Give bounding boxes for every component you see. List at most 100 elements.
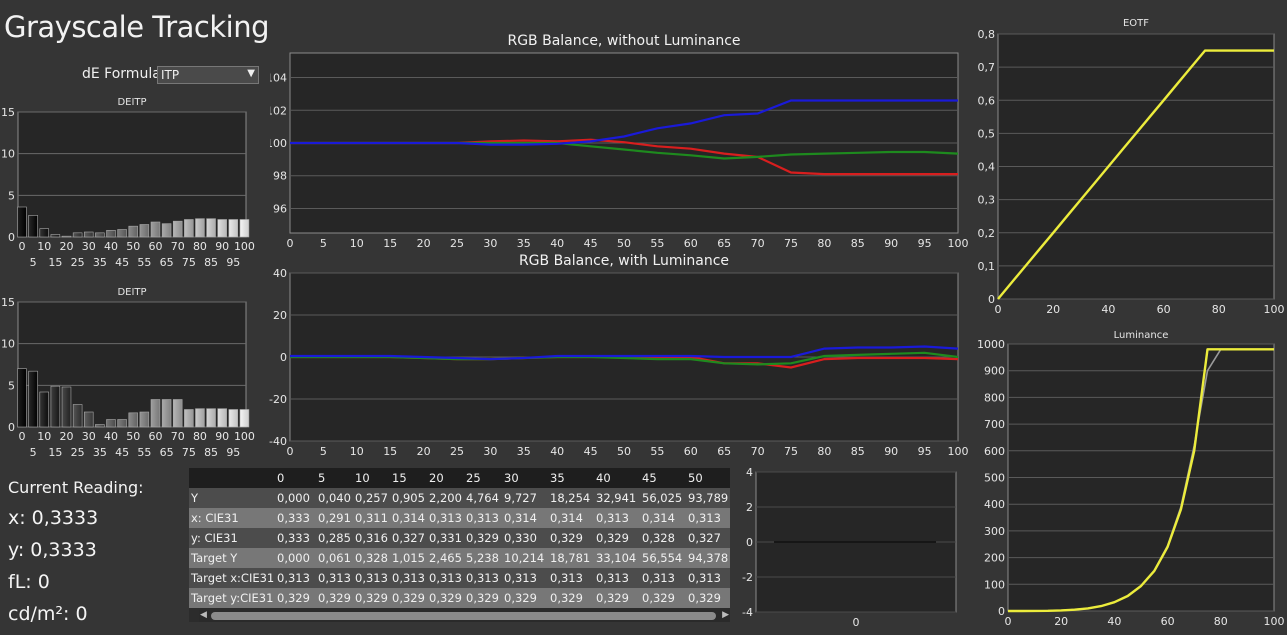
x-tick-label: 45 [584,237,598,250]
table-cell[interactable]: 0,329 [390,588,427,608]
table-cell[interactable]: 56,554 [640,548,686,568]
row-label[interactable]: x: CIE31 [189,508,275,528]
table-cell[interactable]: 0,000 [275,488,316,508]
column-header[interactable]: 0 [275,468,316,488]
scroll-right-icon[interactable]: ▶ [722,610,729,620]
row-label[interactable]: y: CIE31 [189,528,275,548]
table-cell[interactable]: 0,313 [427,508,464,528]
table-cell[interactable]: 0,313 [548,568,594,588]
table-cell[interactable]: 0,314 [390,508,427,528]
table-cell[interactable]: 0,330 [502,528,548,548]
table-cell[interactable]: 0,329 [548,588,594,608]
table-cell[interactable]: 0,329 [640,588,686,608]
table-cell[interactable]: 0,040 [316,488,353,508]
table-cell[interactable]: 2,465 [427,548,464,568]
table-cell[interactable]: 32,941 [594,488,640,508]
column-header[interactable]: 20 [427,468,464,488]
row-label[interactable]: Y [189,488,275,508]
table-cell[interactable]: 18,254 [548,488,594,508]
column-header[interactable]: 25 [464,468,502,488]
table-cell[interactable]: 0,313 [390,568,427,588]
table-cell[interactable]: 0,329 [594,588,640,608]
table-cell[interactable]: 4,764 [464,488,502,508]
table-cell[interactable]: 0,313 [594,568,640,588]
table-cell[interactable]: 2,200 [427,488,464,508]
table-cell[interactable]: 0,257 [353,488,390,508]
table-row[interactable]: Target Y 0,000 0,061 0,328 1,015 2,465 5,238 10… [189,548,730,568]
table-cell[interactable]: 0,329 [427,588,464,608]
table-cell[interactable]: 0,313 [502,568,548,588]
table-cell[interactable]: 0,061 [316,548,353,568]
table-horizontal-scrollbar[interactable]: ◀ ▶ [199,610,730,622]
table-row[interactable]: y: CIE31 0,333 0,285 0,316 0,327 0,331 0,329 0,… [189,528,730,548]
table-cell[interactable]: 0,313 [427,568,464,588]
table-cell[interactable]: 0,329 [316,588,353,608]
table-cell[interactable]: 0,329 [686,588,730,608]
table-cell[interactable]: 5,238 [464,548,502,568]
table-row[interactable]: Y 0,000 0,040 0,257 0,905 2,200 4,764 9,727 18,2… [189,488,730,508]
column-header[interactable]: 40 [594,468,640,488]
table-row[interactable]: x: CIE31 0,333 0,291 0,311 0,314 0,313 0,313 0,… [189,508,730,528]
table-cell[interactable]: 0,328 [353,548,390,568]
table-cell[interactable]: 0,329 [502,588,548,608]
x-tick-label: 75 [784,445,798,458]
row-label[interactable]: Target x:CIE31 [189,568,275,588]
table-cell[interactable]: 0,329 [464,588,502,608]
table-cell[interactable]: 0,316 [353,528,390,548]
column-header[interactable]: 30 [502,468,548,488]
table-cell[interactable]: 0,313 [316,568,353,588]
row-label[interactable]: Target y:CIE31 [189,588,275,608]
table-cell[interactable]: 10,214 [502,548,548,568]
table-cell[interactable]: 0,329 [275,588,316,608]
table-cell[interactable]: 0,313 [353,568,390,588]
table-cell[interactable]: 56,025 [640,488,686,508]
table-cell[interactable]: 0,314 [502,508,548,528]
table-cell[interactable]: 0,329 [548,528,594,548]
table-cell[interactable]: 0,313 [686,508,730,528]
table-row[interactable]: Target x:CIE31 0,313 0,313 0,313 0,313 0,313 0… [189,568,730,588]
table-row[interactable]: Target y:CIE31 0,329 0,329 0,329 0,329 0,329 0… [189,588,730,608]
table-cell[interactable]: 0,329 [353,588,390,608]
table-cell[interactable]: 0,328 [640,528,686,548]
table-cell[interactable]: 93,789 [686,488,730,508]
table-cell[interactable]: 0,329 [464,528,502,548]
table-cell[interactable]: 0,314 [548,508,594,528]
table-cell[interactable]: 0,333 [275,508,316,528]
table-cell[interactable]: 9,727 [502,488,548,508]
table-cell[interactable]: 18,781 [548,548,594,568]
column-header[interactable] [189,468,275,488]
table-cell[interactable]: 0,311 [353,508,390,528]
table-cell[interactable]: 0,285 [316,528,353,548]
table-cell[interactable]: 0,331 [427,528,464,548]
table-cell[interactable]: 0,313 [464,508,502,528]
table-cell[interactable]: 0,313 [686,568,730,588]
scroll-thumb[interactable] [211,612,716,620]
table-cell[interactable]: 1,015 [390,548,427,568]
column-header[interactable]: 35 [548,468,594,488]
table-cell[interactable]: 0,314 [640,508,686,528]
measurement-table[interactable]: 0 5 10 15 20 25 30 35 40 45 50 Y 0,000 0,040 0,257 0,90… [189,468,730,622]
column-header[interactable]: 50 [686,468,730,488]
table-cell[interactable]: 0,327 [686,528,730,548]
row-label[interactable]: Target Y [189,548,275,568]
table-cell[interactable]: 33,104 [594,548,640,568]
table-cell[interactable]: 0,313 [275,568,316,588]
scroll-left-icon[interactable]: ◀ [200,610,207,620]
column-header[interactable]: 45 [640,468,686,488]
column-header[interactable]: 15 [390,468,427,488]
table-cell[interactable]: 0,313 [464,568,502,588]
x-tick-label: 60 [684,237,698,250]
column-header[interactable]: 5 [316,468,353,488]
table-cell[interactable]: 0,000 [275,548,316,568]
table-cell[interactable]: 0,313 [594,508,640,528]
x-tick-label: 70 [171,240,185,253]
table-cell[interactable]: 0,333 [275,528,316,548]
table-cell[interactable]: 0,905 [390,488,427,508]
table-cell[interactable]: 0,327 [390,528,427,548]
table-cell[interactable]: 94,378 [686,548,730,568]
column-header[interactable]: 10 [353,468,390,488]
table-cell[interactable]: 0,329 [594,528,640,548]
table-cell[interactable]: 0,313 [640,568,686,588]
de-formula-select[interactable]: ITP ▼ [157,66,259,84]
table-cell[interactable]: 0,291 [316,508,353,528]
